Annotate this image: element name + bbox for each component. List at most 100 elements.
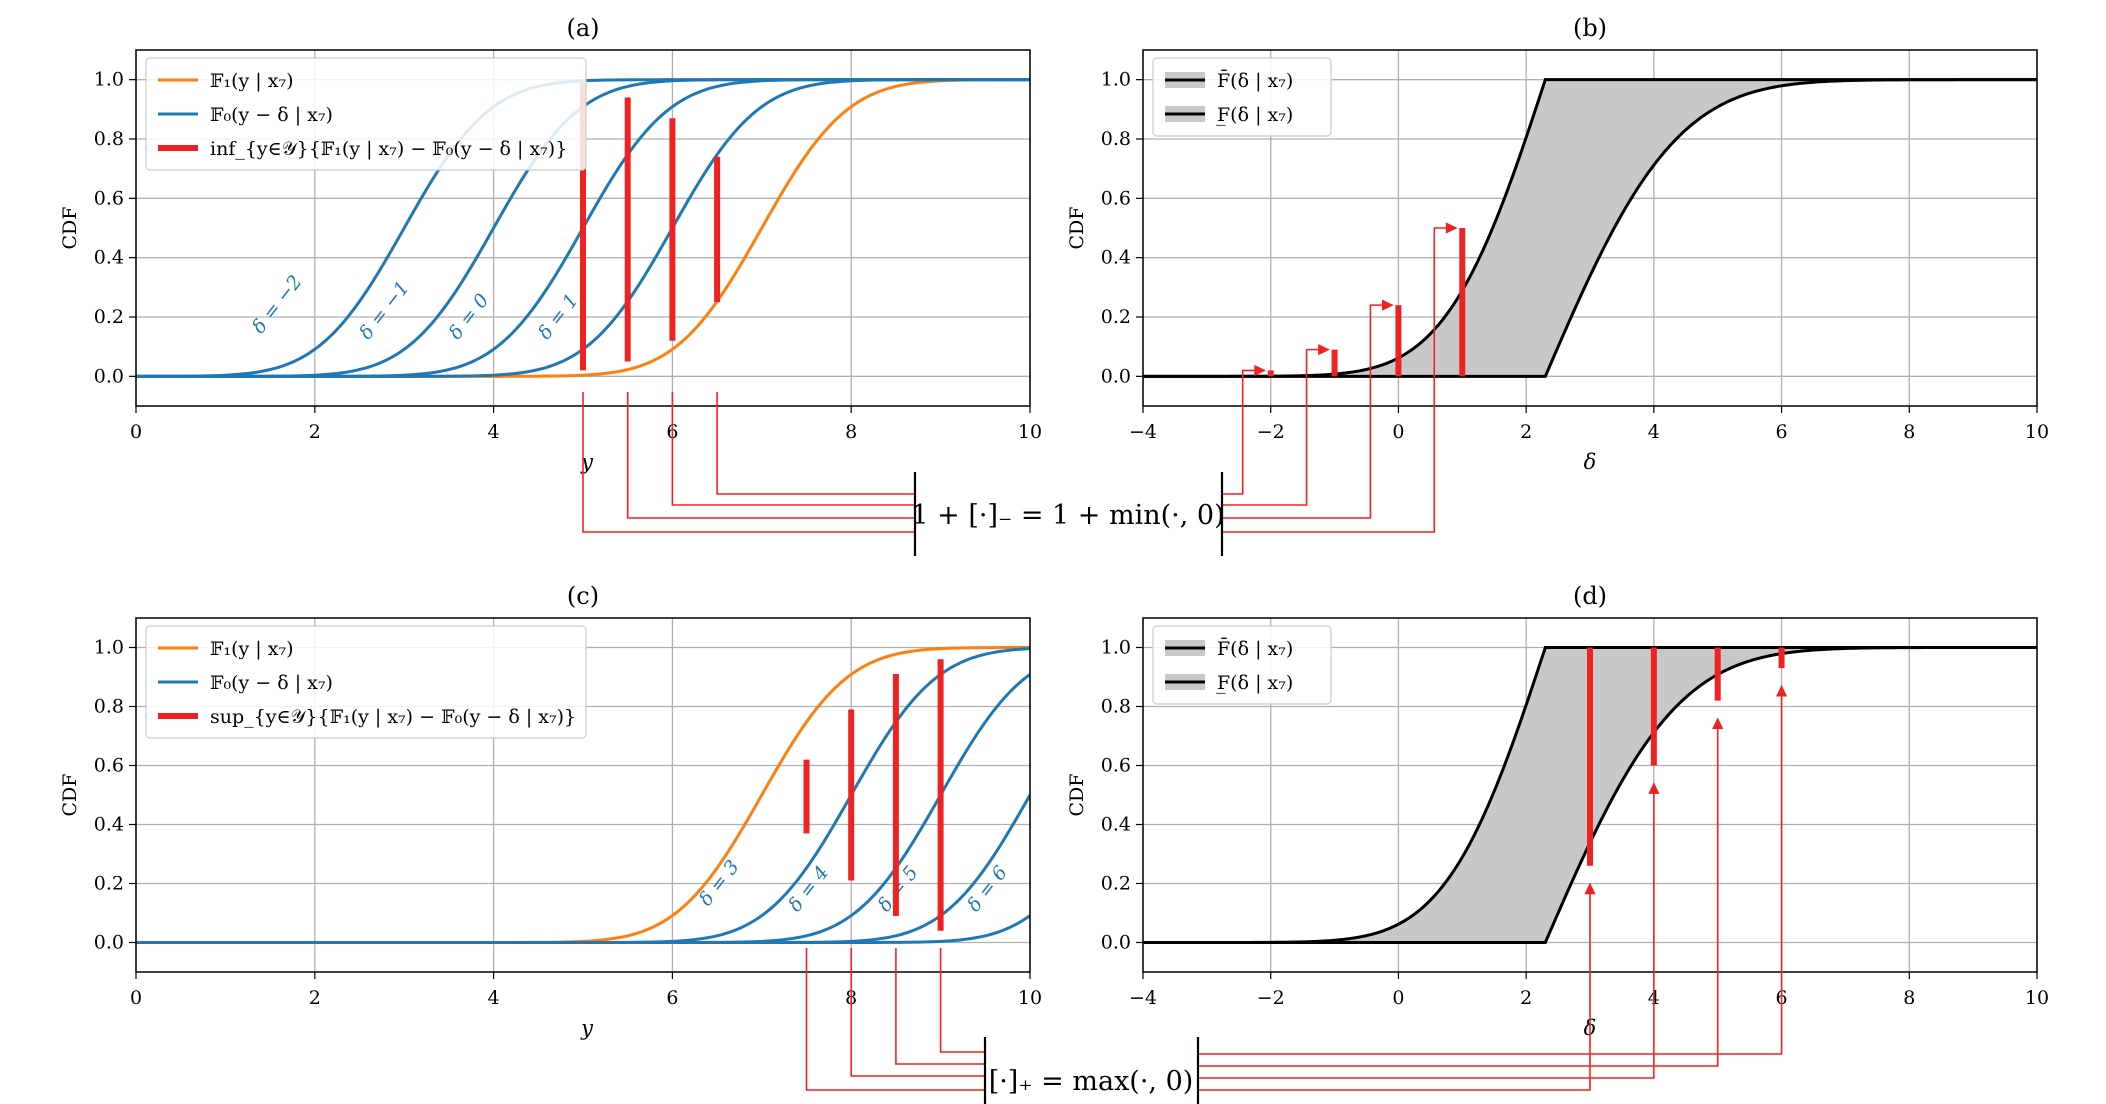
- y-tick-label: 0.2: [1101, 873, 1131, 895]
- panel-b: −4 −2 0 2 4 6 8 10 0.0 0.2 0.4 0.6 0.8 1.0 (b) δ CDF F̄(δ…: [1066, 14, 2049, 474]
- connector-out: [1222, 304, 1393, 519]
- connector-in: [626, 392, 915, 519]
- y-tick-label: 0.0: [1101, 932, 1131, 954]
- x-tick-label: 6: [666, 987, 678, 1009]
- panel-title: (b): [1573, 14, 1607, 42]
- axes-frame: [1142, 49, 2038, 407]
- x-tick-label: 0: [1392, 987, 1404, 1009]
- legend: [145, 57, 587, 171]
- x-tick-label: 8: [1903, 987, 1915, 1009]
- connector-in: [895, 948, 985, 1065]
- arrow-head: [1445, 222, 1458, 234]
- connector-in: [850, 948, 985, 1077]
- arrow-head: [1584, 882, 1596, 895]
- x-tick-label: 10: [2025, 987, 2049, 1009]
- y-tick-label: 0.6: [94, 755, 124, 777]
- y-axis-label: CDF: [59, 774, 81, 817]
- connector-in: [939, 948, 985, 1053]
- y-tick-label: 1.0: [1101, 637, 1131, 659]
- legend-label: F̄(δ | x₇): [1217, 69, 1293, 92]
- operator-bottom-label: [·]₊ = max(·, 0): [989, 1066, 1194, 1097]
- arrow-head: [1318, 344, 1330, 356]
- legend-label: 𝔽₀(y − δ | x₇): [210, 672, 333, 694]
- operator-box-bottom: [·]₊ = max(·, 0): [983, 1037, 1200, 1104]
- y-tick-label: 0.4: [94, 247, 124, 269]
- y-tick-label: 0.8: [94, 696, 124, 718]
- connector-out: [1222, 227, 1457, 533]
- operator-top-label: 1 + [·]₋ = 1 + min(·, 0): [911, 500, 1224, 531]
- x-tick-label: 0: [130, 987, 142, 1009]
- connector-out: [1222, 348, 1329, 506]
- arrow-head: [1712, 717, 1724, 730]
- legend-label: inf_{y∈𝒴}{𝔽₁(y | x₇) − 𝔽₀(y − δ | x₇)}: [210, 138, 567, 160]
- curve-label: δ = −2: [248, 271, 307, 338]
- x-axis-label: y: [580, 450, 594, 474]
- y-tick-label: 0.0: [94, 932, 124, 954]
- y-tick-label: 0.2: [94, 873, 124, 895]
- y-axis-label: CDF: [1066, 207, 1088, 250]
- x-tick-label: 2: [309, 987, 321, 1009]
- x-tick-label: 2: [1520, 421, 1532, 443]
- y-tick-label: 0.0: [94, 365, 124, 387]
- x-tick-label: −4: [1129, 421, 1157, 443]
- x-tick-label: 0: [130, 421, 142, 443]
- x-tick-label: 2: [1520, 987, 1532, 1009]
- x-tick-label: 8: [1903, 421, 1915, 443]
- x-axis-label: δ: [1584, 450, 1597, 474]
- x-tick-label: 0: [1392, 421, 1404, 443]
- connector-in: [805, 948, 985, 1091]
- curve-label: δ = −1: [355, 277, 414, 344]
- x-tick-label: 4: [1648, 421, 1660, 443]
- connector-out: [1198, 883, 1591, 1091]
- x-tick-label: 2: [309, 421, 321, 443]
- connector-out: [1222, 369, 1265, 495]
- connector-arrows: [582, 222, 1788, 1091]
- legend-label: 𝔽₁(y | x₇): [210, 70, 293, 92]
- y-axis-label: CDF: [59, 207, 81, 250]
- plot-area: [1143, 78, 2037, 378]
- y-tick-label: 1.0: [1101, 69, 1131, 91]
- series-line-F0: [136, 914, 1030, 944]
- legend-label: F̲(δ | x₇): [1215, 672, 1293, 694]
- connector-in: [582, 392, 915, 533]
- legend-label: F̲(δ | x₇): [1215, 104, 1293, 126]
- x-tick-label: 8: [845, 421, 857, 443]
- lower-bound-line: [1143, 78, 2037, 378]
- y-tick-label: 0.2: [94, 306, 124, 328]
- y-tick-label: 0.4: [94, 814, 124, 836]
- y-tick-label: 0.4: [1101, 247, 1131, 269]
- axes-frame: [135, 617, 1031, 973]
- legend-label: sup_{y∈𝒴}{𝔽₁(y | x₇) − 𝔽₀(y − δ | x₇)}: [210, 706, 576, 728]
- y-axis-label: CDF: [1066, 774, 1088, 817]
- x-tick-label: 4: [488, 987, 500, 1009]
- y-tick-label: 0.6: [1101, 755, 1131, 777]
- connector-in: [671, 392, 915, 506]
- connector-out: [1198, 783, 1655, 1079]
- panel-title: (c): [567, 582, 599, 610]
- connector-in: [716, 392, 915, 495]
- y-tick-label: 0.8: [1101, 128, 1131, 150]
- arrow-head: [1254, 364, 1266, 376]
- legend-label: 𝔽₀(y − δ | x₇): [210, 104, 333, 126]
- x-tick-label: −2: [1257, 421, 1285, 443]
- x-tick-label: 10: [1018, 421, 1042, 443]
- y-tick-label: 0.6: [1101, 187, 1131, 209]
- x-tick-label: 10: [2025, 421, 2049, 443]
- legend: [145, 625, 587, 739]
- x-axis-label: y: [580, 1016, 594, 1040]
- arrow-head: [1648, 782, 1660, 794]
- y-tick-label: 0.4: [1101, 814, 1131, 836]
- legend-label: 𝔽₁(y | x₇): [210, 638, 293, 660]
- y-tick-label: 0.0: [1101, 365, 1131, 387]
- y-tick-label: 0.8: [94, 128, 124, 150]
- connector-out: [1198, 686, 1783, 1055]
- x-tick-label: 4: [488, 421, 500, 443]
- y-tick-label: 1.0: [94, 637, 124, 659]
- operator-box-top: 1 + [·]₋ = 1 + min(·, 0): [911, 472, 1225, 556]
- y-tick-label: 0.8: [1101, 696, 1131, 718]
- x-tick-label: −2: [1257, 987, 1285, 1009]
- y-tick-label: 1.0: [94, 69, 124, 91]
